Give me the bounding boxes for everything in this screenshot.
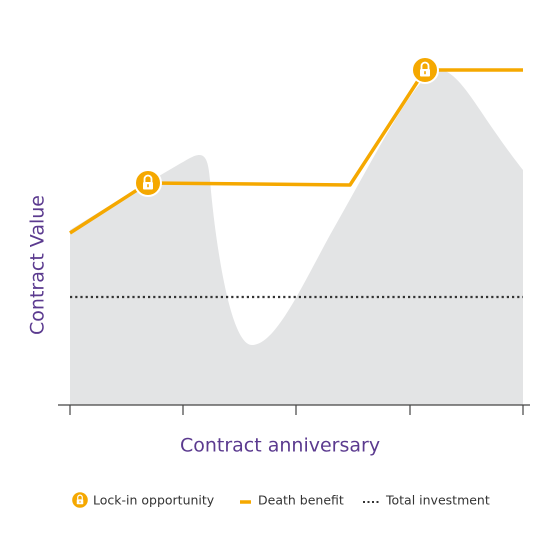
legend-label: Death benefit (258, 493, 344, 508)
death-benefit-line (69, 68, 523, 235)
y-axis-label: Contract Value (27, 195, 49, 335)
lock-in-marker (411, 56, 439, 84)
contract-value-area (70, 69, 523, 406)
legend-label: Lock-in opportunity (93, 493, 215, 508)
x-ticks (69, 405, 524, 415)
legend: Lock-in opportunity Death benefit Total … (70, 490, 490, 510)
x-axis-label: Contract anniversary (180, 435, 380, 457)
legend-label: Total investment (385, 493, 490, 508)
lock-in-marker (134, 169, 162, 197)
legend-lock-icon (70, 490, 90, 510)
